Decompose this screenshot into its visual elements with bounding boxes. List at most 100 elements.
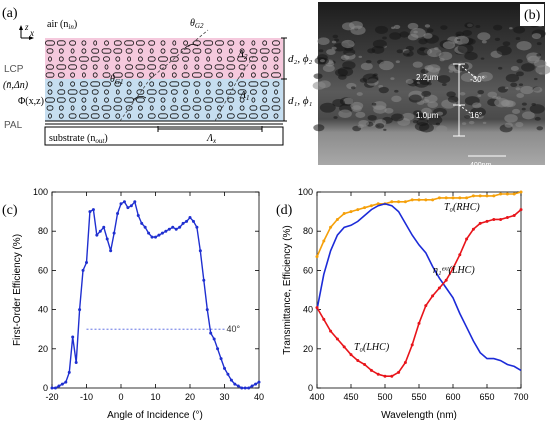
lc-molecule — [115, 64, 121, 70]
x-tick-label: 600 — [445, 392, 460, 402]
lc-molecule — [113, 40, 122, 46]
lc-molecule — [81, 48, 87, 54]
y-tick-label: 100 — [33, 187, 48, 197]
chart-d-point-2 — [451, 266, 455, 270]
lc-molecule — [250, 72, 256, 78]
sem-grain — [375, 123, 385, 129]
y-tick-label: 20 — [38, 344, 48, 354]
lc-molecule — [47, 89, 53, 95]
sem-grain — [464, 22, 474, 29]
sem-grain — [510, 82, 518, 87]
lc-molecule — [228, 105, 233, 111]
lc-molecule — [46, 48, 54, 54]
lc-molecule — [272, 40, 280, 46]
chart-d-point-2 — [390, 374, 394, 378]
sem-grain — [318, 49, 324, 53]
lc-molecule — [113, 97, 122, 103]
lc-molecule — [137, 113, 143, 119]
sem-grain — [343, 97, 354, 105]
chart-d-point-0 — [465, 196, 469, 200]
chart-d-point-0 — [342, 212, 346, 216]
legend-eta-lhc: η₁ᵉˣᵗ(LHC) — [433, 265, 475, 276]
chart-c-point — [116, 212, 120, 216]
sem-grain — [442, 41, 456, 49]
chart-d-point-2 — [322, 317, 326, 321]
sem-grain — [518, 83, 524, 87]
chart-c-point — [157, 233, 161, 237]
sem-grain — [372, 39, 387, 49]
lc-molecule — [93, 40, 98, 46]
chart-c-point — [143, 225, 147, 229]
lc-molecule — [46, 105, 54, 111]
lc-molecule — [217, 56, 222, 62]
chart-d-point-2 — [458, 253, 462, 257]
lc-molecule — [261, 56, 269, 62]
lc-molecule — [56, 64, 67, 70]
lc-molecule — [238, 81, 247, 87]
chart-d-point-0 — [335, 217, 339, 221]
lc-molecule — [159, 64, 167, 70]
theta-g1-arc — [132, 96, 147, 101]
chart-d-point-0 — [478, 194, 482, 198]
chart-d-point-2 — [485, 219, 489, 223]
x-tick-label: 450 — [343, 392, 358, 402]
lc-molecule — [58, 56, 64, 62]
sem-grain — [350, 101, 364, 110]
sem-grain — [332, 34, 339, 39]
chart-d-point-0 — [329, 225, 333, 229]
chart-c-series-line — [52, 200, 260, 389]
lc-molecule — [237, 89, 247, 95]
lc-molecule — [104, 64, 109, 70]
chart-c-point — [57, 384, 61, 388]
layer1-params: d₁, ϕ₁ — [288, 95, 313, 107]
chart-c-point — [198, 249, 202, 253]
chart-d-point-2 — [437, 286, 441, 290]
lc-molecule — [169, 113, 179, 119]
chart-c-point — [81, 268, 85, 272]
theta-g2-label: θG2 — [190, 18, 204, 30]
lc-molecule — [217, 105, 222, 111]
lc-molecule — [239, 97, 245, 103]
sem-grain — [480, 57, 485, 60]
lc-molecule — [115, 89, 120, 95]
sem-grain — [477, 71, 493, 82]
panel-d: (d) 400 450 500 550 600 650 700 0 20 40 60 80 100 T₀… — [276, 187, 529, 421]
sem-grain — [536, 53, 542, 57]
sem-grain — [326, 48, 336, 55]
chart-d-point-0 — [349, 210, 353, 214]
lc-molecule — [248, 113, 258, 119]
lc-molecule — [146, 89, 157, 95]
lc-molecule — [228, 81, 234, 87]
chart-c-point — [209, 331, 213, 335]
lc-molecule — [137, 105, 143, 111]
sem-grain — [401, 112, 415, 121]
chart-d-point-2 — [505, 215, 509, 219]
sem-grain — [468, 120, 475, 125]
lc-molecule — [172, 40, 177, 46]
sem-grain — [379, 60, 394, 71]
lc-molecule — [79, 89, 89, 95]
chart-c-point — [202, 278, 206, 282]
lc-molecule — [216, 72, 223, 78]
lc-molecule — [135, 97, 145, 103]
sem-grain — [391, 95, 402, 103]
x-tick-label: 20 — [185, 392, 195, 402]
sem-grain — [515, 37, 521, 41]
panel-label-c: (c) — [2, 203, 18, 218]
sem-grain — [475, 25, 481, 29]
lc-molecule — [91, 89, 99, 95]
lc-molecule — [183, 64, 188, 70]
lc-molecule — [114, 81, 122, 87]
lc-molecule — [149, 81, 155, 87]
lc-molecule — [102, 81, 111, 87]
y-tick-label: 40 — [38, 305, 48, 315]
lc-molecule — [271, 72, 281, 78]
chart-c-point — [160, 231, 164, 235]
chart-d-point-0 — [505, 192, 509, 196]
lc-molecule — [149, 105, 154, 111]
chart-d-point-2 — [315, 306, 319, 310]
chart-d-point-0 — [397, 200, 401, 204]
lc-molecule — [262, 97, 268, 103]
chart-c-point — [91, 208, 95, 212]
